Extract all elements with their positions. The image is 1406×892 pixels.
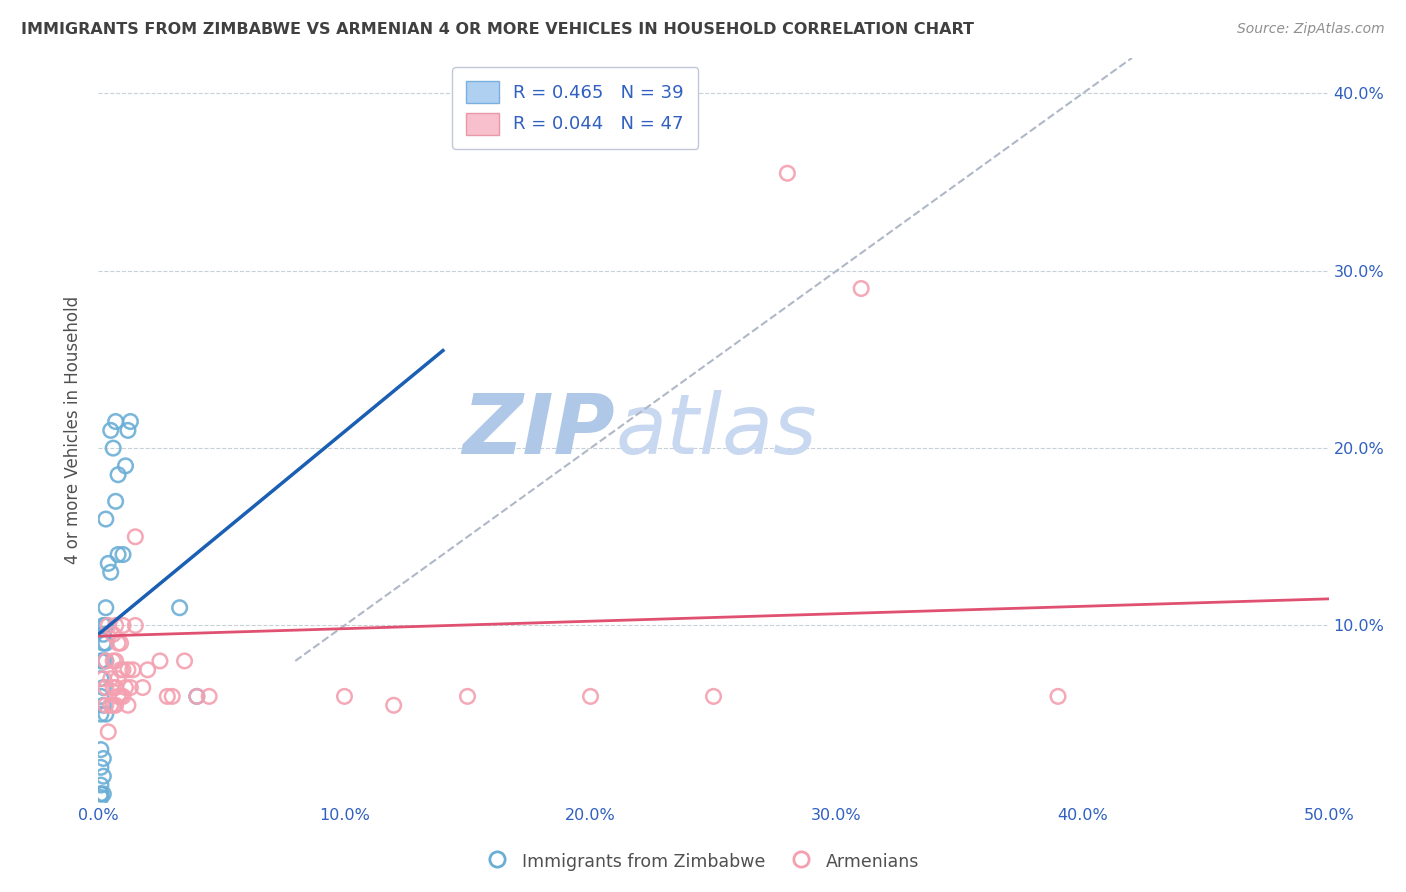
- Point: [94, 512, 117, 526]
- Point: [186, 690, 208, 704]
- Point: [776, 166, 799, 180]
- Y-axis label: 4 or more Vehicles in Household: 4 or more Vehicles in Household: [65, 296, 83, 565]
- Point: [104, 494, 127, 508]
- Point: [94, 636, 117, 650]
- Point: [103, 441, 125, 455]
- Point: [93, 672, 115, 686]
- Point: [110, 663, 132, 677]
- Point: [117, 424, 139, 438]
- Point: [100, 566, 122, 580]
- Point: [117, 663, 139, 677]
- Point: [104, 698, 127, 713]
- Point: [97, 557, 120, 571]
- Point: [94, 600, 117, 615]
- Point: [703, 690, 725, 704]
- Point: [1046, 690, 1070, 704]
- Point: [90, 707, 112, 722]
- Point: [173, 654, 195, 668]
- Point: [93, 618, 115, 632]
- Point: [112, 663, 135, 677]
- Point: [107, 690, 129, 704]
- Point: [94, 681, 117, 695]
- Point: [136, 663, 159, 677]
- Point: [110, 636, 132, 650]
- Point: [90, 790, 112, 805]
- Point: [90, 672, 112, 686]
- Point: [169, 600, 191, 615]
- Point: [90, 787, 112, 801]
- Point: [104, 654, 127, 668]
- Point: [124, 530, 146, 544]
- Point: [107, 636, 129, 650]
- Point: [112, 548, 135, 562]
- Point: [124, 618, 146, 632]
- Point: [114, 458, 136, 473]
- Point: [93, 654, 115, 668]
- Point: [103, 654, 125, 668]
- Point: [93, 627, 115, 641]
- Point: [117, 698, 139, 713]
- Point: [107, 467, 129, 482]
- Point: [100, 698, 122, 713]
- Point: [104, 415, 127, 429]
- Point: [90, 690, 112, 704]
- Point: [120, 681, 142, 695]
- Point: [849, 281, 872, 295]
- Legend: Immigrants from Zimbabwe, Armenians: Immigrants from Zimbabwe, Armenians: [479, 844, 927, 879]
- Point: [100, 424, 122, 438]
- Point: [104, 618, 127, 632]
- Point: [93, 698, 115, 713]
- Text: Source: ZipAtlas.com: Source: ZipAtlas.com: [1237, 22, 1385, 37]
- Point: [333, 690, 356, 704]
- Point: [107, 672, 129, 686]
- Point: [122, 663, 145, 677]
- Point: [97, 724, 120, 739]
- Point: [382, 698, 405, 713]
- Point: [93, 751, 115, 765]
- Point: [103, 698, 125, 713]
- Point: [97, 618, 120, 632]
- Point: [90, 742, 112, 756]
- Point: [198, 690, 221, 704]
- Point: [90, 778, 112, 792]
- Point: [93, 636, 115, 650]
- Point: [456, 690, 478, 704]
- Point: [90, 787, 112, 801]
- Point: [186, 690, 208, 704]
- Point: [93, 769, 115, 783]
- Point: [103, 681, 125, 695]
- Point: [100, 672, 122, 686]
- Point: [94, 654, 117, 668]
- Text: IMMIGRANTS FROM ZIMBABWE VS ARMENIAN 4 OR MORE VEHICLES IN HOUSEHOLD CORRELATION: IMMIGRANTS FROM ZIMBABWE VS ARMENIAN 4 O…: [21, 22, 974, 37]
- Point: [156, 690, 179, 704]
- Text: atlas: atlas: [616, 390, 817, 471]
- Point: [93, 681, 115, 695]
- Point: [90, 654, 112, 668]
- Point: [90, 760, 112, 774]
- Point: [112, 690, 135, 704]
- Point: [94, 654, 117, 668]
- Text: ZIP: ZIP: [463, 390, 616, 471]
- Point: [120, 415, 142, 429]
- Point: [162, 690, 183, 704]
- Point: [104, 681, 127, 695]
- Point: [110, 690, 132, 704]
- Point: [94, 707, 117, 722]
- Point: [132, 681, 155, 695]
- Point: [103, 627, 125, 641]
- Point: [94, 618, 117, 632]
- Point: [93, 787, 115, 801]
- Point: [114, 681, 136, 695]
- Point: [579, 690, 602, 704]
- Point: [94, 698, 117, 713]
- Point: [107, 548, 129, 562]
- Point: [149, 654, 172, 668]
- Legend: R = 0.465   N = 39, R = 0.044   N = 47: R = 0.465 N = 39, R = 0.044 N = 47: [451, 67, 699, 149]
- Point: [112, 618, 135, 632]
